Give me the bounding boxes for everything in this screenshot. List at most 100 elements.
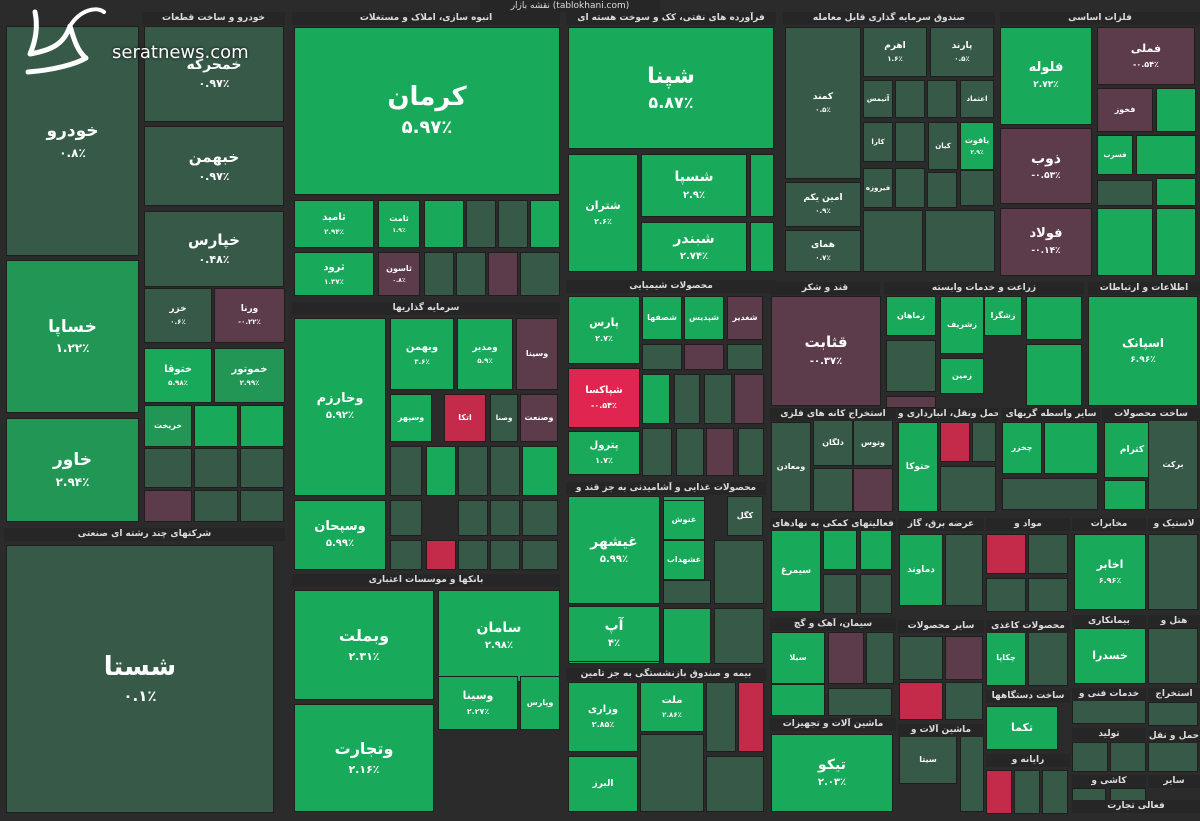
treemap-tile: وصنا: [490, 394, 518, 442]
treemap-cell: [945, 534, 983, 606]
tile-change: ۲.۷۴٪: [679, 251, 709, 263]
treemap-cell: [714, 608, 764, 664]
treemap-cell: [240, 405, 284, 447]
treemap-cell: [1148, 702, 1198, 726]
treemap-cell: [1110, 742, 1146, 772]
tile-symbol: چخزر: [1011, 443, 1033, 453]
tile-symbol: حتوکا: [905, 461, 931, 472]
treemap-tile: وتجارت ۲.۱۶٪: [294, 704, 434, 812]
treemap-cell: [240, 448, 284, 488]
tile-change: ۲.۸۶٪: [662, 710, 682, 719]
treemap-tile: خریخت: [144, 405, 192, 447]
treemap-cell: [734, 374, 764, 424]
tile-change: ۵.۹٪: [477, 356, 493, 365]
tile-symbol: وتوس: [860, 438, 886, 448]
treemap-tile: شپدیس: [684, 296, 724, 340]
sector-label: سیمان، آهک و گچ: [770, 618, 896, 631]
treemap-tile: امین یکم ۰.۹٪: [785, 182, 861, 227]
treemap-tile: ثاسون ۰.۸٪: [378, 252, 420, 296]
tile-change: ۰.۸٪: [392, 277, 406, 284]
tile-symbol: خپارس: [188, 230, 240, 249]
tile-symbol: فسرب: [1103, 150, 1127, 159]
treemap-cell: [1097, 208, 1153, 276]
treemap-cell: [1156, 208, 1196, 276]
tile-symbol: ومدیر: [472, 342, 498, 353]
treemap-tile: ومدیر ۵.۹٪: [457, 318, 513, 390]
tile-change: ۲.۳۱٪: [348, 649, 380, 663]
treemap-cell: [458, 540, 488, 570]
tile-symbol: تکما: [1010, 720, 1034, 734]
treemap-cell: [424, 200, 464, 248]
treemap-cell: [706, 756, 764, 812]
tile-symbol: اعتماد: [966, 94, 988, 103]
treemap-tile: زماهان: [886, 296, 936, 336]
tile-symbol: شسپا: [674, 169, 714, 186]
sector-label: محصولات کاغذی: [986, 620, 1070, 633]
tile-symbol: ثرود: [323, 262, 345, 274]
treemap-cell: [466, 200, 496, 248]
tile-change: ۵.۹۷٪: [401, 117, 453, 139]
treemap-cell: [1014, 770, 1040, 814]
tile-change: -۰.۳۷٪: [809, 355, 843, 367]
treemap-tile: ثامید ۲.۹۴٪: [294, 200, 374, 248]
tile-change: ۵.۹۹٪: [599, 554, 629, 566]
treemap-tile: زشریف: [940, 296, 984, 354]
treemap-tile: ذوب -۰.۵۳٪: [1000, 128, 1092, 204]
treemap-tile: وصنعت: [520, 394, 558, 442]
tile-symbol: ثاسون: [386, 263, 412, 273]
tile-symbol: وبملت: [338, 626, 390, 646]
sector-label: زراعت و خدمات وابسته: [884, 282, 1084, 295]
treemap-cell: [194, 490, 238, 522]
tile-symbol: خسدرا: [1092, 648, 1128, 662]
tile-change: ۵.۹۲٪: [325, 410, 355, 422]
sector-label: شرکتهای چند رشته ای صنعتی: [4, 528, 285, 541]
sector-label: قند و شکر: [770, 282, 880, 295]
treemap-tile: شستا ۰.۱٪: [6, 545, 274, 813]
treemap-cell: [490, 446, 520, 496]
tile-change: ۲.۶٪: [594, 216, 612, 226]
treemap-cell: [960, 736, 984, 812]
sector-label: فعالی تجارت: [1072, 800, 1200, 813]
treemap-cell: [520, 252, 560, 296]
treemap-cell: [895, 80, 925, 118]
tile-change: -۰.۵۳٪: [1031, 170, 1061, 181]
treemap-cell: [1156, 178, 1196, 206]
tile-symbol: کگل: [736, 511, 754, 521]
tile-symbol: غیشهر: [590, 533, 638, 550]
treemap-tile: خموتور ۲.۹۹٪: [214, 348, 285, 403]
treemap-cell: [945, 682, 983, 720]
treemap-cell: [684, 344, 724, 370]
treemap-tile: غشهداب: [663, 540, 705, 580]
tile-symbol: زمین: [951, 371, 973, 381]
treemap-cell: [390, 500, 422, 536]
treemap-cell: [194, 405, 238, 447]
treemap-cell: [706, 682, 736, 752]
treemap-cell: [813, 468, 853, 512]
tile-symbol: وصنا: [495, 413, 513, 422]
treemap-cell: [823, 574, 857, 614]
treemap-tile: پترول ۱.۷٪: [568, 431, 640, 475]
treemap-cell: [972, 422, 996, 462]
sector-label: تولید: [1072, 728, 1146, 741]
watermark: seratnews.com: [0, 0, 270, 80]
tile-symbol: پترول: [589, 440, 619, 452]
treemap-tile: وپارس: [520, 676, 560, 730]
tile-symbol: کمند: [812, 91, 834, 102]
treemap-tile: البرز: [568, 756, 638, 812]
treemap-tile: وزاری ۲.۸۵٪: [568, 682, 638, 752]
treemap-tile: آپ ۴٪: [568, 606, 660, 662]
tile-symbol: فلوله: [1028, 60, 1064, 76]
treemap-tile: چکاپا: [986, 630, 1026, 686]
treemap-cell: [676, 428, 704, 476]
tile-symbol: کارا: [871, 137, 885, 146]
tile-symbol: یاقوت: [964, 135, 990, 145]
treemap-tile: آتیمس: [863, 80, 893, 118]
tile-change: ۰.۴۸٪: [198, 253, 230, 267]
sector-label: انبوه سازی، املاک و مستغلات: [292, 12, 560, 25]
tile-change: ۵.۹۹٪: [325, 538, 355, 550]
tile-change: ۰.۷٪: [815, 253, 831, 262]
treemap-tile: کرمان ۵.۹۷٪: [294, 27, 560, 195]
treemap-tile: تکما: [986, 706, 1058, 750]
treemap-tile: فلوله ۲.۷۲٪: [1000, 27, 1092, 125]
